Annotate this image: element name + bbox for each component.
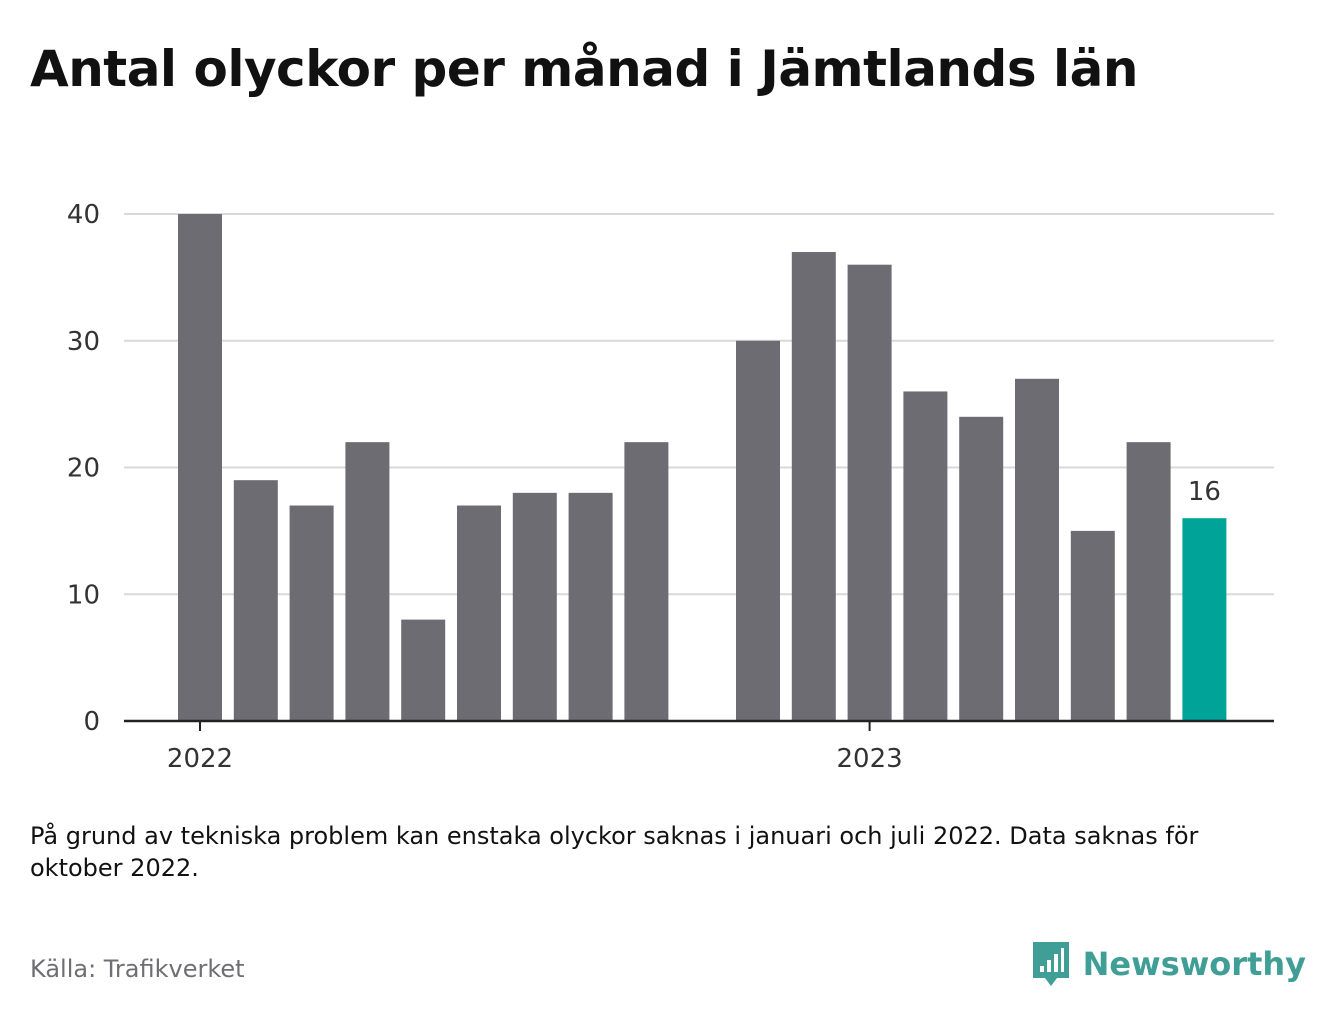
bar xyxy=(289,505,334,721)
chart-note: På grund av tekniska problem kan enstaka… xyxy=(30,822,1199,882)
bar xyxy=(903,391,948,721)
brand-logo[interactable]: Newsworthy xyxy=(1031,940,1306,988)
bar xyxy=(457,505,501,721)
bar xyxy=(178,214,222,721)
bar xyxy=(345,442,390,721)
bar xyxy=(1070,530,1115,721)
y-tick-label: 30 xyxy=(67,327,100,357)
y-tick-label: 10 xyxy=(67,580,100,610)
bar xyxy=(624,442,669,721)
bar xyxy=(1182,518,1227,721)
y-tick-label: 0 xyxy=(83,707,100,737)
y-tick-label: 40 xyxy=(67,200,100,230)
bar xyxy=(233,480,278,721)
bar xyxy=(1126,442,1171,721)
x-tick-label: 2022 xyxy=(167,744,233,774)
bar xyxy=(568,492,613,721)
x-tick-label: 2023 xyxy=(837,744,903,774)
newsworthy-logo-icon xyxy=(1032,942,1069,986)
bar xyxy=(791,252,836,721)
y-tick-label: 20 xyxy=(67,454,100,484)
bar xyxy=(401,619,446,721)
data-label: 16 xyxy=(1188,477,1221,507)
chart-title: Antal olyckor per månad i Jämtlands län xyxy=(30,40,1138,98)
bar xyxy=(512,492,557,721)
bar xyxy=(959,416,1004,721)
bar xyxy=(736,340,780,721)
bar xyxy=(1015,378,1059,721)
bar-chart: 0 10 20 30 40 16 2022 2023 xyxy=(67,200,1274,774)
source-text: Källa: Trafikverket xyxy=(30,955,245,983)
bar xyxy=(847,264,892,721)
brand-name: Newsworthy xyxy=(1082,945,1306,983)
